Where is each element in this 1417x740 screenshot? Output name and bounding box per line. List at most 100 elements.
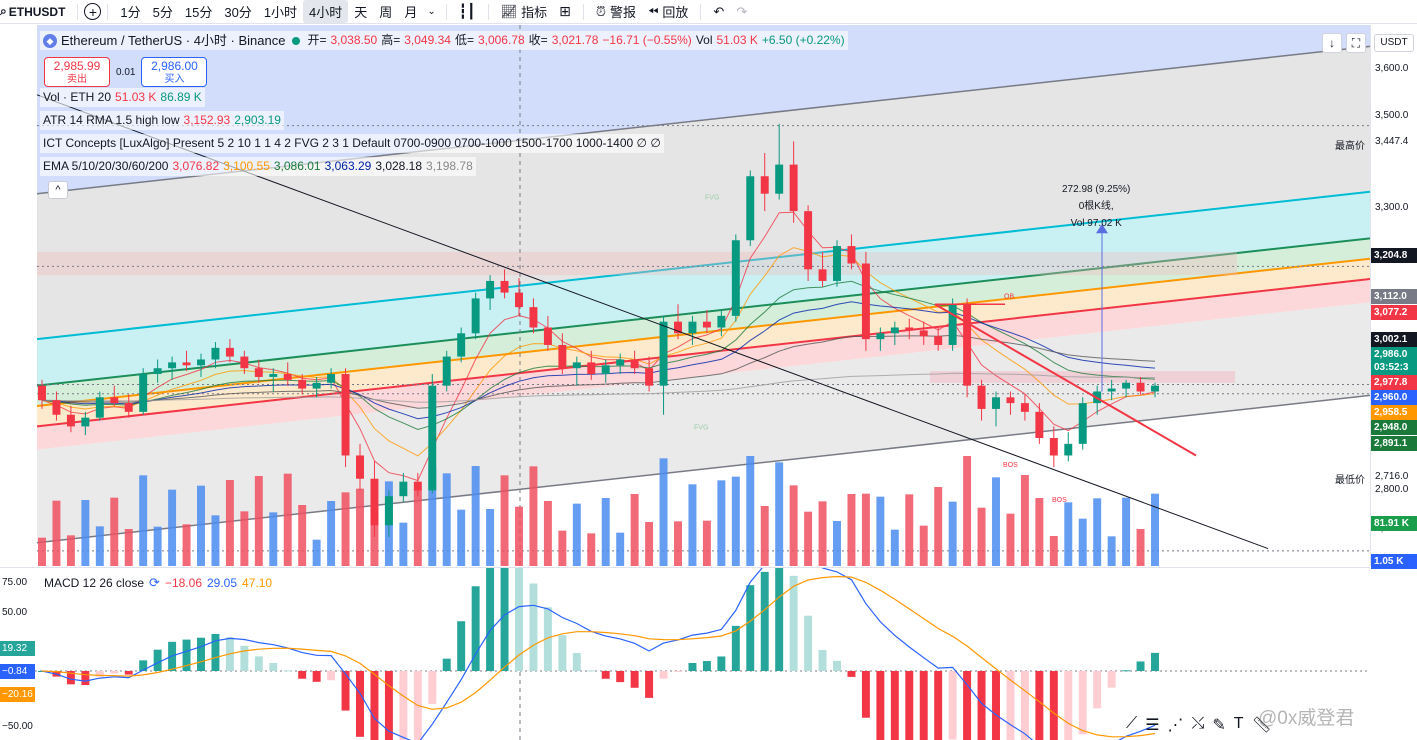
sell-label: 卖出 xyxy=(67,74,87,85)
indicators-button[interactable]: 📈︎ 指标 xyxy=(495,2,554,21)
timeframe-button[interactable]: 15分 xyxy=(184,5,213,20)
candle-body xyxy=(1136,382,1145,392)
volume-bar xyxy=(760,506,769,566)
timeframe-button[interactable]: 周 xyxy=(379,5,393,20)
candle-body xyxy=(775,164,784,194)
collapse-legend-button[interactable]: ^ xyxy=(48,181,68,199)
watermark: @0x威登君 xyxy=(1258,708,1355,729)
pattern-icon[interactable]: ⋰ xyxy=(1167,717,1184,734)
macd-value-tag: −0.84 xyxy=(0,664,35,679)
price-tag: 3,077.2 xyxy=(1371,305,1417,320)
macd-legend[interactable]: MACD 12 26 close ⟳ −18.06 29.05 47.10 xyxy=(44,575,272,591)
macd-tick-label: 75.00 xyxy=(2,577,28,588)
plus-circle-icon[interactable]: + xyxy=(84,3,102,20)
timeframe-button[interactable]: 30分 xyxy=(224,5,252,20)
volume-bar xyxy=(442,473,451,566)
ruler-icon[interactable]: 📏︎ xyxy=(1251,717,1272,734)
volume-bar xyxy=(110,497,119,566)
candle-body xyxy=(963,304,972,386)
timeframe-button[interactable]: 1小时 xyxy=(263,5,298,20)
macd-chart[interactable] xyxy=(0,568,1370,740)
arrow-down-icon[interactable]: ↓ xyxy=(1322,33,1342,53)
macd-pane[interactable] xyxy=(0,567,1370,740)
price-axis[interactable]: 3,600.03,500.03,300.02,800.02,600.03,447… xyxy=(1370,25,1417,569)
candle-body xyxy=(674,321,682,334)
replay-button[interactable]: ⏪︎ 回放 xyxy=(642,2,694,21)
volume-bar xyxy=(225,480,234,566)
brush-icon[interactable]: ✎ xyxy=(1212,717,1226,734)
measure-label[interactable]: 272.98 (9.25%) 0根K线, Vol 97.02 K xyxy=(1062,181,1130,232)
candle-body xyxy=(327,374,336,383)
ict-indicator-legend[interactable]: ICT Concepts [LuxAlgo] Present 5 2 10 1 … xyxy=(40,134,664,153)
atr-indicator-legend[interactable]: ATR 14 RMA 1.5 high low 3,152.93 2,903.1… xyxy=(40,111,284,130)
sync-icon[interactable]: ⟳ xyxy=(149,575,160,590)
fullscreen-icon[interactable]: ⛶ xyxy=(1346,33,1366,53)
candle-body xyxy=(298,379,307,389)
price-tag: 2,960.0 xyxy=(1371,390,1417,405)
timeframe-button[interactable]: 月 xyxy=(404,5,418,20)
macd-histogram-bar xyxy=(370,671,379,740)
price-tag: 3,002.1 xyxy=(1371,332,1417,347)
timeframe-button[interactable]: 5分 xyxy=(152,5,173,20)
macd-histogram-bar xyxy=(211,633,220,671)
macd-axis[interactable]: 75.00 50.00 −50.00 19.32 −0.84 −20.16 xyxy=(0,567,36,740)
timeframe-button[interactable]: 天 xyxy=(354,5,368,20)
sell-button[interactable]: 2,985.99 卖出 xyxy=(44,57,110,87)
candle-body xyxy=(413,481,422,491)
ict-label: ICT Concepts [LuxAlgo] Present 5 2 10 1 … xyxy=(43,136,661,150)
volume-bar xyxy=(977,507,986,566)
band-grey-top xyxy=(37,46,1370,340)
alert-button[interactable]: ⏰︎ 警报 xyxy=(590,2,642,21)
candle-body xyxy=(818,269,827,281)
volume-bar xyxy=(500,475,509,566)
macd-histogram-bar xyxy=(428,671,437,704)
redo-icon: ↷ xyxy=(736,3,748,19)
volume-bar xyxy=(1151,493,1159,566)
volume-indicator-legend[interactable]: Vol · ETH 20 51.03 K 86.89 K xyxy=(40,88,205,107)
ema-indicator-legend[interactable]: EMA 5/10/20/30/60/200 3,076.82 3,100.55 … xyxy=(40,157,476,176)
divider xyxy=(487,3,489,20)
volume-bar xyxy=(95,526,104,566)
text-icon[interactable]: T xyxy=(1233,715,1244,732)
macd-histogram-bar xyxy=(717,656,726,671)
buy-button[interactable]: 2,986.00 买入 xyxy=(141,57,208,87)
supply-zone xyxy=(37,251,1237,276)
volume-bar xyxy=(963,456,972,566)
layout-button[interactable]: ⊞ xyxy=(553,3,577,20)
macd-histogram-bar xyxy=(81,671,90,686)
trend-line-icon[interactable]: ⟋ xyxy=(1126,715,1138,732)
macd-histogram-bar xyxy=(1064,671,1073,740)
fib-icon[interactable]: ☰ xyxy=(1145,717,1160,734)
macd-histogram-bar xyxy=(1035,671,1044,740)
redo-button[interactable]: ↷ xyxy=(730,4,753,20)
candle-body xyxy=(529,307,538,328)
ema-value-4: 3,063.29 xyxy=(324,159,372,173)
volume-bar xyxy=(818,501,827,566)
symbol-title: Ethereum / TetherUS · 4小时 · Binance xyxy=(61,33,286,48)
macd-value-3: 47.10 xyxy=(242,576,273,590)
chart-type-button[interactable]: ┇┃ xyxy=(453,3,482,20)
timeframe-button[interactable]: 1分 xyxy=(120,5,141,20)
candle-body xyxy=(934,336,943,345)
macd-histogram-bar xyxy=(1107,671,1116,688)
symbol-search[interactable]: ⌕ ETHUSDT xyxy=(0,4,71,19)
currency-button[interactable]: USDT xyxy=(1374,34,1414,52)
price-tag: 2,986.0 xyxy=(1371,347,1417,362)
volume-bar xyxy=(370,508,379,566)
channel-line-cyan xyxy=(36,190,1370,341)
macd-histogram-bar xyxy=(529,583,538,671)
high-value: 3,049.34 xyxy=(404,33,451,47)
timeframe-button[interactable]: 4小时 xyxy=(303,0,349,23)
volume-bar xyxy=(992,477,1000,566)
candle-body xyxy=(356,455,364,479)
volume-bar xyxy=(587,533,596,566)
undo-button[interactable]: ↶ xyxy=(707,4,730,20)
chevron-down-icon[interactable]: ⌄ xyxy=(427,6,436,17)
undo-icon: ↶ xyxy=(713,3,725,19)
macd-histogram-bar xyxy=(861,671,870,718)
price-chart[interactable]: OB BOS BOS FVG FVG xyxy=(0,25,1370,566)
macd-histogram-bar xyxy=(298,671,307,679)
macd-histogram-bar xyxy=(182,639,191,671)
prediction-icon[interactable]: ⤯ xyxy=(1191,715,1205,732)
price-pane[interactable]: OB BOS BOS FVG FVG xyxy=(0,25,1370,566)
